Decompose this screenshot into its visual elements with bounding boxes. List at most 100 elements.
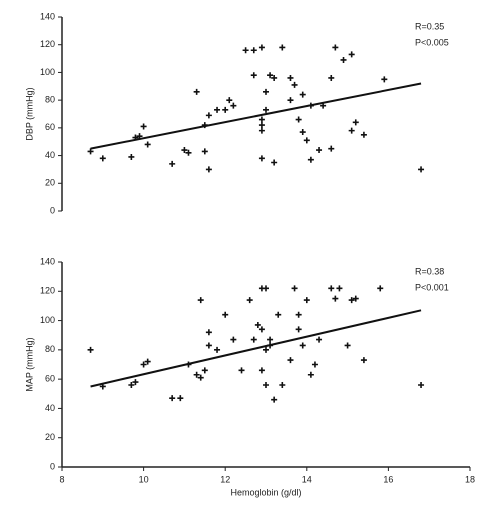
point — [205, 342, 212, 349]
point — [197, 374, 204, 381]
point — [271, 396, 278, 403]
point — [132, 379, 139, 386]
point — [271, 74, 278, 81]
point — [128, 153, 135, 160]
point — [275, 311, 282, 318]
point — [348, 51, 355, 58]
point — [181, 147, 188, 154]
x-tick-label: 16 — [383, 474, 393, 484]
point — [258, 367, 265, 374]
point — [230, 102, 237, 109]
y-tick-label: 80 — [45, 95, 55, 105]
point — [279, 382, 286, 388]
y-tick-label: 80 — [45, 344, 55, 354]
y-tick-label: 120 — [40, 286, 55, 296]
annotation: R=0.38 — [415, 266, 444, 276]
point — [254, 321, 261, 328]
point — [258, 155, 265, 162]
x-axis-label: Hemoglobin (g/dl) — [230, 487, 301, 497]
point — [336, 285, 343, 292]
point — [169, 395, 176, 402]
point — [205, 329, 212, 336]
point — [328, 145, 335, 152]
point — [307, 371, 314, 378]
point — [328, 74, 335, 81]
point — [250, 47, 257, 54]
annotation: R=0.35 — [415, 21, 444, 31]
regression-line — [90, 309, 422, 388]
y-tick-label: 60 — [45, 374, 55, 384]
point — [295, 326, 302, 333]
point — [214, 346, 221, 353]
point — [303, 137, 310, 144]
point — [271, 159, 278, 166]
point — [299, 342, 306, 349]
point — [263, 346, 269, 353]
point — [348, 297, 355, 304]
y-tick-label: 20 — [45, 432, 55, 442]
point — [267, 336, 274, 343]
point — [193, 371, 200, 378]
point — [340, 56, 347, 63]
y-tick-label: 140 — [40, 256, 55, 266]
y-tick-label: 40 — [45, 150, 55, 160]
point — [226, 97, 233, 104]
point — [250, 336, 257, 343]
point — [169, 160, 176, 167]
x-tick-label: 10 — [139, 474, 149, 484]
point — [263, 382, 269, 388]
point — [303, 297, 310, 304]
point — [299, 129, 306, 136]
point — [295, 116, 302, 123]
point — [144, 358, 151, 365]
x-tick-label: 8 — [59, 474, 64, 484]
regression-line — [90, 82, 422, 150]
point — [201, 148, 208, 155]
point — [418, 382, 425, 388]
point — [344, 342, 351, 349]
point — [205, 112, 212, 119]
point — [316, 336, 323, 343]
point — [201, 367, 208, 374]
point — [381, 76, 388, 83]
point — [279, 44, 286, 51]
x-tick-label: 18 — [465, 474, 475, 484]
point — [230, 336, 237, 343]
point — [214, 106, 221, 113]
y-tick-label: 140 — [40, 11, 55, 21]
point — [128, 382, 135, 388]
y-tick-label: 40 — [45, 403, 55, 413]
point — [295, 311, 302, 318]
point — [258, 116, 265, 123]
point — [258, 326, 265, 333]
y-tick-label: 0 — [50, 461, 55, 471]
point — [258, 127, 265, 134]
point — [185, 149, 192, 156]
point — [222, 311, 229, 318]
point — [258, 122, 265, 129]
point — [360, 357, 367, 364]
point — [267, 72, 274, 79]
point — [328, 285, 335, 292]
point — [205, 166, 212, 173]
point — [307, 156, 314, 163]
y-tick-label: 120 — [40, 39, 55, 49]
y-tick-label: 60 — [45, 122, 55, 132]
y-tick-label: 0 — [50, 205, 55, 215]
y-axis-label: DBP (mmHg) — [24, 87, 34, 140]
point — [258, 44, 265, 51]
point — [263, 285, 269, 292]
point — [177, 395, 184, 402]
y-tick-label: 100 — [40, 67, 55, 77]
x-tick-label: 12 — [220, 474, 230, 484]
point — [144, 141, 151, 148]
point — [418, 166, 425, 173]
point — [287, 357, 294, 364]
x-tick-label: 14 — [302, 474, 312, 484]
point — [222, 106, 229, 113]
point — [99, 155, 106, 162]
y-tick-label: 100 — [40, 315, 55, 325]
y-tick-label: 20 — [45, 178, 55, 188]
y-axis-label: MAP (mmHg) — [24, 337, 34, 391]
